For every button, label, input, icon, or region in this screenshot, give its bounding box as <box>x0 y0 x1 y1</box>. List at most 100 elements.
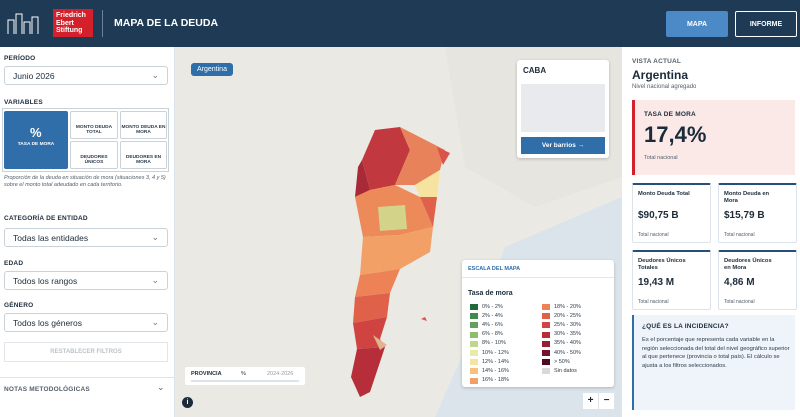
inset-button[interactable]: Ver barrios → <box>521 137 605 154</box>
map[interactable]: Argentina CABA Ver barrios → ESCALA DEL … <box>175 47 622 417</box>
legend-label: 30% - 35% <box>554 331 581 338</box>
tab-active[interactable]: MAPA <box>666 11 728 37</box>
main-note: Total nacional <box>644 155 678 161</box>
metric-title: Deudores Únicos en Mora <box>724 258 772 271</box>
legend-swatch <box>542 322 550 329</box>
timeline: PROVINCIA % 2024-2026 <box>185 367 305 385</box>
metric-note: Total nacional <box>638 232 669 238</box>
province <box>362 127 410 190</box>
legend-header: ESCALA DEL MAPA <box>468 266 521 272</box>
province <box>360 227 433 275</box>
islands <box>421 317 427 321</box>
metric-value: 4,86 M <box>724 277 755 288</box>
metric-value: 19,43 M <box>638 277 675 288</box>
metric-card: Monto Deuda en Mora $15,79 B Total naciona… <box>718 183 797 243</box>
legend-label: 4% - 6% <box>482 321 503 328</box>
province <box>373 335 387 350</box>
variable-tile[interactable]: DEUDORES EN MORA <box>120 141 167 169</box>
info-button[interactable]: i <box>182 397 193 408</box>
province <box>437 147 450 165</box>
tab[interactable]: INFORME <box>735 11 797 37</box>
legend-label: 10% - 12% <box>482 349 509 356</box>
icon: % <box>30 125 42 140</box>
info-box: ¿QUÉ ES LA INCIDENCIA? Es el porcentaje … <box>632 315 795 410</box>
legend-label: 35% - 40% <box>554 340 581 347</box>
legend-swatch <box>542 331 550 338</box>
legend-swatch <box>470 313 478 320</box>
legend-swatch <box>470 322 478 329</box>
metric-note: Total nacional <box>724 299 755 305</box>
metric-card: Monto Deuda Total $90,75 B Total nacional <box>632 183 711 243</box>
main-card: TASA DE MORA 17,4% Total nacional <box>632 100 795 175</box>
metric-title: Monto Deuda Total <box>638 191 690 197</box>
legend-swatch <box>542 313 550 320</box>
header: Friedrich Ebert Stiftung MAPA DE LA DEUD… <box>0 0 800 47</box>
divider <box>462 277 614 278</box>
panel: VISTA ACTUAL Argentina Nivel nacional ag… <box>622 47 800 417</box>
province <box>420 197 437 227</box>
legend-swatch <box>470 304 478 310</box>
zoom-out[interactable]: − <box>599 393 614 409</box>
select[interactable]: Todos los rangos <box>4 271 168 290</box>
province <box>353 293 390 323</box>
legend-label: 12% - 14% <box>482 358 509 365</box>
metric-value: $15,79 B <box>724 210 765 221</box>
variable-tile[interactable]: MONTO DEUDA EN MORA <box>120 111 167 139</box>
place-subtitle: Nivel nacional agregado <box>632 84 697 90</box>
legend-swatch <box>542 359 550 366</box>
legend-swatch <box>470 331 478 338</box>
sidebar: PERÍODO Junio 2026 VARIABLES TASA DE MOR… <box>0 47 175 417</box>
province <box>395 127 445 185</box>
select[interactable]: Junio 2026 <box>4 66 168 85</box>
logo: Friedrich Ebert Stiftung <box>53 9 93 37</box>
inset-map <box>521 84 605 132</box>
province <box>415 170 440 197</box>
legend-label: 6% - 8% <box>482 331 503 338</box>
main-value: 17,4% <box>644 122 707 147</box>
legend-label: 16% - 18% <box>482 377 509 384</box>
timeline-level: PROVINCIA <box>191 371 222 377</box>
inset-title: CABA <box>523 66 547 75</box>
tile-label: TASA DE MORA <box>17 142 55 147</box>
legend-label: > 50% <box>554 358 570 365</box>
legend-swatch <box>542 304 550 310</box>
legend-label: Sin datos <box>554 367 577 374</box>
legend-swatch <box>542 350 550 356</box>
legend-label: 8% - 10% <box>482 340 506 347</box>
label: CATEGORÍA DE ENTIDAD <box>4 215 88 222</box>
divider <box>0 377 174 378</box>
legend-swatch <box>470 377 478 384</box>
main-title: TASA DE MORA <box>644 111 696 118</box>
legend-label: 18% - 20% <box>554 303 581 310</box>
variable-tile[interactable]: MONTO DEUDA TOTAL <box>70 111 118 139</box>
place: Argentina <box>632 68 689 82</box>
reset-button[interactable]: RESTABLECER FILTROS <box>4 342 168 362</box>
timeline-track[interactable] <box>191 380 299 382</box>
description: Proporción de la deuda en situación de m… <box>4 175 166 188</box>
legend-swatch <box>542 368 550 375</box>
zoom-in[interactable]: + <box>583 393 598 409</box>
metric-card: Deudores Únicos en Mora 4,86 M Total nacio… <box>718 250 797 310</box>
legend-swatch <box>470 340 478 347</box>
variables-box <box>2 108 169 172</box>
province <box>378 205 407 231</box>
select[interactable]: Todas las entidades <box>4 228 168 247</box>
province <box>355 160 370 197</box>
info-text: Es el porcentaje que representa cada var… <box>642 337 790 369</box>
select[interactable]: Todos los géneros <box>4 313 168 332</box>
province <box>351 347 385 397</box>
legend-label: 14% - 16% <box>482 367 509 374</box>
label: PERÍODO <box>4 55 36 62</box>
panel-label: VISTA ACTUAL <box>632 58 682 65</box>
label: VARIABLES <box>4 99 43 106</box>
inset: CABA Ver barrios → <box>517 60 609 158</box>
legend-swatch <box>470 350 478 356</box>
notes-toggle[interactable]: NOTAS METODOLÓGICAS <box>4 386 90 393</box>
variable-tile[interactable]: DEUDORES ÚNICOS <box>70 141 118 169</box>
legend-swatch <box>470 359 478 366</box>
legend-title: Tasa de mora <box>468 290 513 297</box>
label: EDAD <box>4 260 24 267</box>
timeline-range: 2024-2026 <box>267 371 294 377</box>
variable-tile-active[interactable]: TASA DE MORA <box>4 111 68 169</box>
chevron: ⌄ <box>157 382 165 392</box>
